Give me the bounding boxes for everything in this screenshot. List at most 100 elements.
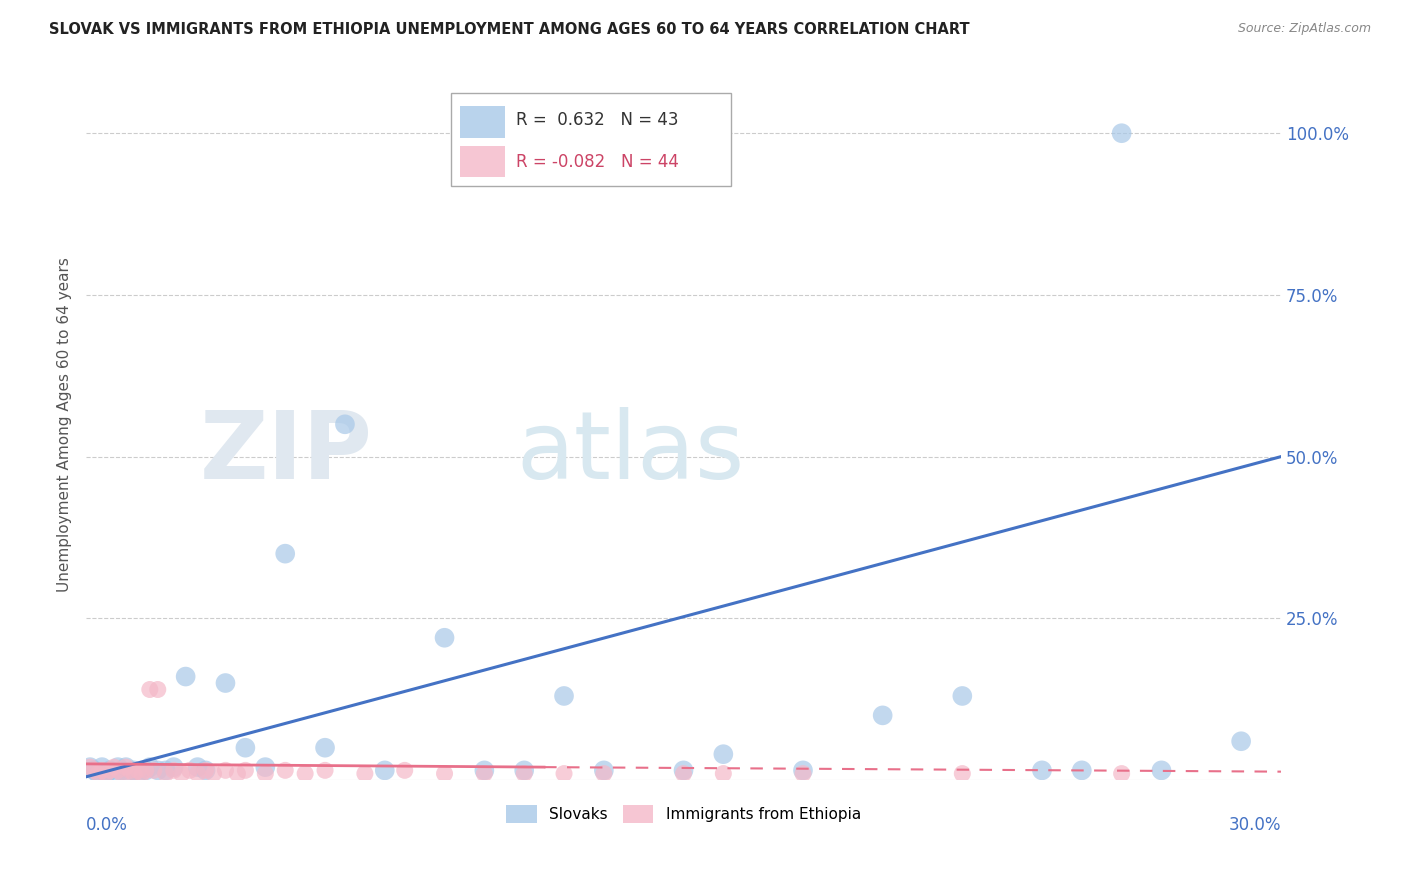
Point	[94, 766, 117, 780]
Text: R = -0.082   N = 44: R = -0.082 N = 44	[516, 153, 679, 170]
Point	[135, 764, 157, 778]
Text: 30.0%: 30.0%	[1229, 815, 1281, 834]
Point	[433, 631, 456, 645]
Point	[83, 764, 105, 778]
Point	[103, 766, 125, 780]
Point	[711, 747, 734, 761]
Point	[314, 764, 336, 778]
Point	[254, 760, 277, 774]
Point	[118, 764, 141, 778]
Point	[592, 766, 614, 780]
Point	[472, 766, 495, 780]
Point	[672, 766, 695, 780]
Text: atlas: atlas	[516, 407, 745, 499]
Text: Source: ZipAtlas.com: Source: ZipAtlas.com	[1237, 22, 1371, 36]
Point	[94, 766, 117, 780]
Bar	[460, 146, 506, 178]
Point	[872, 708, 894, 723]
Point	[274, 764, 297, 778]
Point	[127, 766, 149, 780]
Text: ZIP: ZIP	[200, 407, 373, 499]
Point	[118, 766, 141, 780]
Point	[1070, 764, 1092, 778]
Point	[592, 764, 614, 778]
Point	[91, 764, 114, 778]
Point	[433, 766, 456, 780]
Point	[950, 766, 973, 780]
Point	[83, 764, 105, 778]
Y-axis label: Unemployment Among Ages 60 to 64 years: Unemployment Among Ages 60 to 64 years	[58, 257, 72, 591]
Point	[950, 689, 973, 703]
Point	[115, 760, 138, 774]
Point	[98, 764, 121, 778]
Point	[187, 760, 209, 774]
Point	[1031, 764, 1053, 778]
Point	[163, 764, 186, 778]
Point	[294, 766, 316, 780]
Point	[672, 764, 695, 778]
Point	[146, 682, 169, 697]
Point	[214, 676, 236, 690]
Text: 0.0%: 0.0%	[86, 815, 128, 834]
Point	[146, 764, 169, 778]
Point	[79, 760, 101, 774]
Point	[513, 766, 536, 780]
Point	[792, 766, 814, 780]
Point	[135, 764, 157, 778]
Point	[711, 766, 734, 780]
Point	[103, 760, 125, 774]
Point	[187, 766, 209, 780]
Point	[170, 766, 193, 780]
Point	[1111, 126, 1133, 140]
Point	[155, 766, 177, 780]
Point	[131, 766, 153, 780]
Point	[513, 764, 536, 778]
Point	[226, 766, 249, 780]
Point	[122, 766, 145, 780]
Point	[79, 760, 101, 774]
Point	[139, 760, 162, 774]
Point	[127, 764, 149, 778]
Point	[115, 760, 138, 774]
Point	[87, 766, 110, 780]
Point	[163, 760, 186, 774]
Point	[235, 740, 257, 755]
Point	[202, 766, 225, 780]
Point	[1111, 766, 1133, 780]
Point	[333, 417, 356, 432]
Point	[107, 764, 129, 778]
Point	[394, 764, 416, 778]
Point	[553, 766, 575, 780]
Point	[111, 764, 134, 778]
Point	[553, 689, 575, 703]
Point	[194, 764, 217, 778]
Point	[374, 764, 396, 778]
Point	[139, 682, 162, 697]
Point	[472, 764, 495, 778]
Bar	[460, 106, 506, 137]
Text: SLOVAK VS IMMIGRANTS FROM ETHIOPIA UNEMPLOYMENT AMONG AGES 60 TO 64 YEARS CORREL: SLOVAK VS IMMIGRANTS FROM ETHIOPIA UNEMP…	[49, 22, 970, 37]
FancyBboxPatch shape	[450, 94, 731, 186]
Point	[87, 766, 110, 780]
Legend: Slovaks, Immigrants from Ethiopia: Slovaks, Immigrants from Ethiopia	[501, 798, 868, 830]
Point	[235, 764, 257, 778]
Point	[179, 764, 201, 778]
Point	[194, 764, 217, 778]
Point	[107, 760, 129, 774]
Point	[274, 547, 297, 561]
Point	[1230, 734, 1253, 748]
Point	[142, 764, 165, 778]
Point	[122, 764, 145, 778]
Point	[254, 766, 277, 780]
Point	[91, 760, 114, 774]
Point	[792, 764, 814, 778]
Point	[155, 764, 177, 778]
Text: R =  0.632   N = 43: R = 0.632 N = 43	[516, 112, 679, 129]
Point	[314, 740, 336, 755]
Point	[354, 766, 377, 780]
Point	[214, 764, 236, 778]
Point	[111, 766, 134, 780]
Point	[1150, 764, 1173, 778]
Point	[98, 764, 121, 778]
Point	[174, 669, 197, 683]
